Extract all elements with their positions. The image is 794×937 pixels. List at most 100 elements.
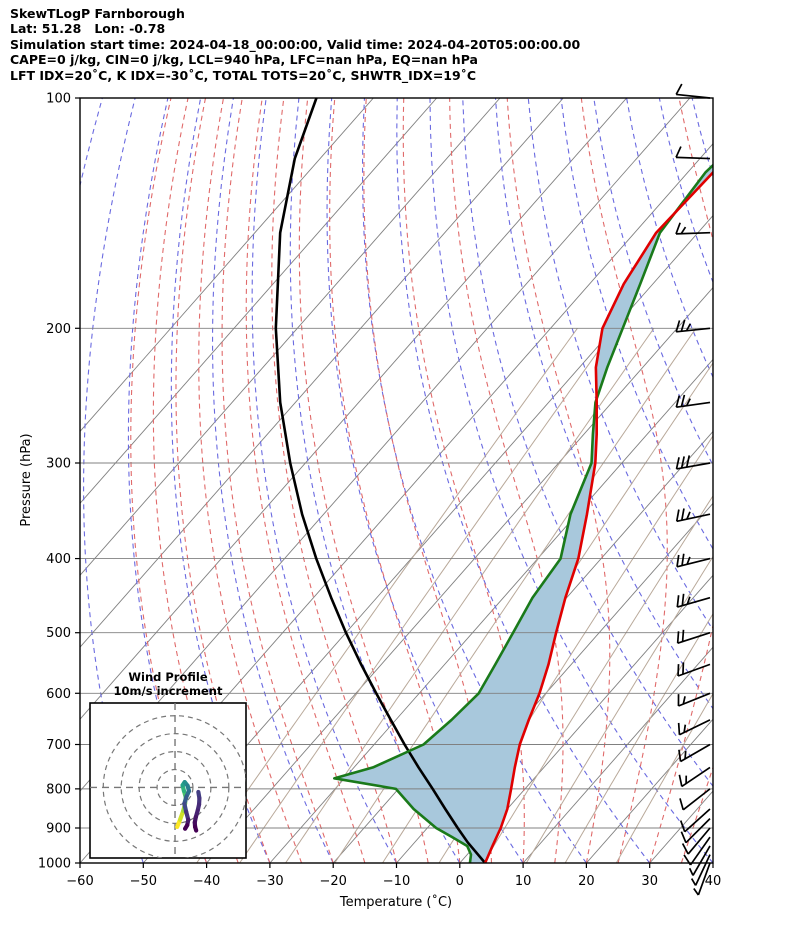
dry-adiabat-line [560, 98, 713, 550]
isotherm-line [269, 358, 713, 863]
wind-barb [678, 766, 711, 788]
dewpoint-profile-line [332, 163, 713, 863]
header-line-times: Simulation start time: 2024-04-18_00:00:… [10, 36, 581, 52]
wind-barb [680, 818, 711, 844]
isotherm-line [586, 718, 713, 863]
y-tick-label: 100 [46, 92, 71, 107]
y-tick-label: 500 [46, 626, 71, 641]
header-line-title: SkewTLogP Farnborough [10, 6, 185, 21]
wind-barb [675, 394, 711, 408]
y-tick-label: 1000 [38, 857, 71, 872]
wind-barb [675, 222, 711, 235]
x-tick-label: −50 [130, 874, 157, 889]
temperature-profile-line [483, 170, 713, 863]
y-tick-label: 800 [46, 782, 71, 797]
moist-adiabat-line [449, 98, 564, 863]
isotherm-line [80, 98, 374, 433]
hodograph-trace [90, 703, 246, 858]
dry-adiabat-line [790, 98, 794, 863]
header-line-cape: CAPE=0 j/kg, CIN=0 j/kg, LCL=940 hPa, LF… [10, 52, 478, 68]
header-line-indices: LFT IDX=20˚C, K IDX=-30˚C, TOTAL TOTS=20… [10, 67, 477, 83]
moist-adiabat-line [506, 98, 611, 863]
wind-barb [679, 788, 711, 811]
x-axis-title: Temperature (˚C) [339, 894, 452, 910]
moist-adiabat-line [580, 98, 668, 863]
y-tick-label: 200 [46, 322, 71, 337]
wind-profile-inset: Wind Profile 10m/s increment [89, 670, 247, 859]
moist-adiabat-line [245, 98, 366, 863]
wind-barb [693, 862, 711, 896]
x-tick-label: −30 [256, 874, 283, 889]
x-tick-label: −40 [193, 874, 220, 889]
temperature-axis-ticks: −60 −50 −40 −30 −20 −10 0 10 20 30 40 [66, 863, 721, 889]
wind-barb [688, 845, 711, 876]
header-block: SkewTLogP Farnborough Lat: 51.28 Lon: -0… [10, 6, 790, 83]
isotherm-line [80, 98, 627, 720]
wind-barb [676, 553, 711, 568]
moist-adiabat-line [175, 98, 271, 863]
wind-barb [675, 319, 711, 333]
wind-barb [675, 508, 711, 523]
moist-adiabat-line [680, 765, 713, 863]
isotherm-line [522, 646, 713, 863]
y-tick-label: 600 [46, 687, 71, 702]
inset-title-line2: 10m/s increment [114, 684, 223, 698]
dry-adiabat-line [691, 98, 713, 178]
header-line-latlon: Lat: 51.28 Lon: -0.78 [10, 21, 166, 37]
wind-barb [676, 629, 711, 645]
wind-barb [675, 455, 711, 470]
x-tick-label: 30 [641, 874, 658, 889]
isotherm-line [712, 862, 713, 863]
wind-barb [675, 83, 711, 99]
dry-adiabat-line [462, 98, 713, 788]
inset-title-line1: Wind Profile [128, 670, 208, 684]
x-tick-label: −10 [383, 874, 410, 889]
x-tick-label: 20 [578, 874, 595, 889]
moist-adiabat-line [221, 98, 334, 863]
x-tick-label: 40 [705, 874, 722, 889]
y-tick-label: 700 [46, 738, 71, 753]
mixing-ratio-line [615, 692, 713, 863]
isotherm-line [649, 790, 713, 863]
isotherm-line [80, 98, 564, 648]
pressure-axis-ticks: 100 200 300 400 500 600 700 800 900 1000 [38, 92, 80, 872]
wind-barb [676, 593, 711, 608]
dry-adiabat-line [170, 98, 271, 863]
isotherm-line [80, 98, 501, 576]
x-tick-label: −20 [319, 874, 346, 889]
temp-dewpoint-shading [334, 165, 713, 863]
hodograph-segment [182, 823, 190, 831]
moisture-shading [334, 165, 713, 863]
dry-adiabat-line [251, 98, 397, 863]
dry-adiabat-line [758, 98, 794, 863]
wind-barbs [675, 83, 711, 896]
dry-adiabat-line [211, 98, 334, 863]
isotherm-line [80, 98, 438, 505]
inset-frame [89, 702, 247, 859]
parcel-trajectory-line [274, 98, 487, 863]
y-tick-label: 300 [46, 456, 71, 471]
wind-barb [690, 854, 711, 886]
y-axis-title: Pressure (hPa) [19, 433, 34, 526]
isotherm-line [206, 286, 713, 863]
wind-barb [675, 146, 711, 160]
isotherm-line [142, 214, 713, 863]
dry-adiabat-line [362, 98, 587, 863]
wind-barb [677, 662, 711, 677]
wind-barb [679, 808, 711, 833]
moist-adiabat-line [649, 98, 713, 863]
y-tick-label: 400 [46, 552, 71, 567]
isotherm-line [459, 574, 713, 863]
wind-barb [677, 692, 711, 707]
moist-adiabat-line [712, 861, 713, 863]
moist-adiabat-line [198, 98, 303, 863]
wind-barb [677, 719, 711, 736]
moist-adiabat-line [271, 98, 398, 863]
sounding-profiles [274, 98, 713, 863]
x-tick-label: 0 [456, 874, 464, 889]
y-tick-label: 900 [46, 821, 71, 836]
x-tick-label: 10 [515, 874, 532, 889]
dry-adiabat-line [527, 98, 713, 631]
